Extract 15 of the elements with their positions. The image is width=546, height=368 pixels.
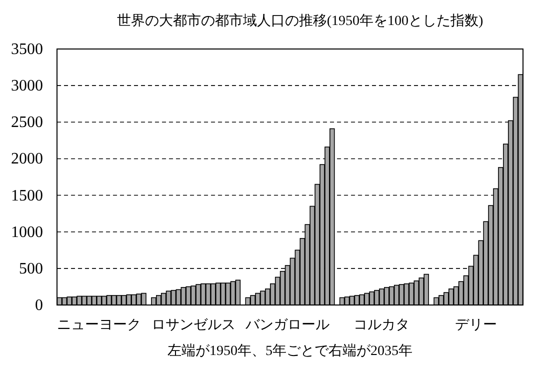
x-tick-label: ロサンゼルス [151,318,236,333]
y-tick-label: 3000 [11,78,43,95]
y-tick-label: 2500 [11,114,43,132]
y-tick-label: 0 [35,297,43,314]
y-tick-label: 2000 [11,150,43,168]
x-tick-label: バンガロール [244,318,330,333]
chart-title: 世界の大都市の都市域人口の推移(1950年を100とした指数) [116,13,484,29]
x-axis-title: 左端が1950年、5年ごとで右端が2035年 [168,343,412,359]
y-tick-label: 500 [19,260,43,278]
y-tick-label: 1500 [11,187,43,204]
x-tick-label: コルカタ [354,318,410,333]
y-tick-label: 1000 [11,224,43,241]
x-tick-label: デリー [454,318,497,333]
x-tick-label: ニューヨーク [57,318,142,333]
y-tick-label: 3500 [11,41,43,58]
